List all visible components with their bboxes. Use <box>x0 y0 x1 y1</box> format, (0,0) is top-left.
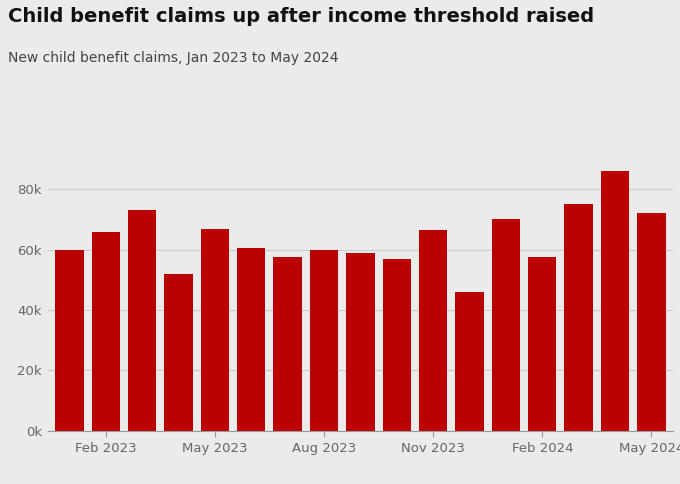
Bar <box>564 204 593 431</box>
Bar <box>492 219 520 431</box>
Bar <box>128 211 156 431</box>
Bar <box>165 274 192 431</box>
Bar <box>273 257 302 431</box>
Bar <box>456 292 483 431</box>
Bar <box>601 171 629 431</box>
Bar <box>419 230 447 431</box>
Bar <box>201 228 229 431</box>
Bar <box>346 253 375 431</box>
Text: New child benefit claims, Jan 2023 to May 2024: New child benefit claims, Jan 2023 to Ma… <box>8 51 339 65</box>
Bar <box>637 213 666 431</box>
Text: Child benefit claims up after income threshold raised: Child benefit claims up after income thr… <box>8 7 594 26</box>
Bar <box>92 231 120 431</box>
Bar <box>237 248 265 431</box>
Bar <box>528 257 556 431</box>
Bar <box>55 250 84 431</box>
Bar <box>310 250 338 431</box>
Bar <box>383 259 411 431</box>
